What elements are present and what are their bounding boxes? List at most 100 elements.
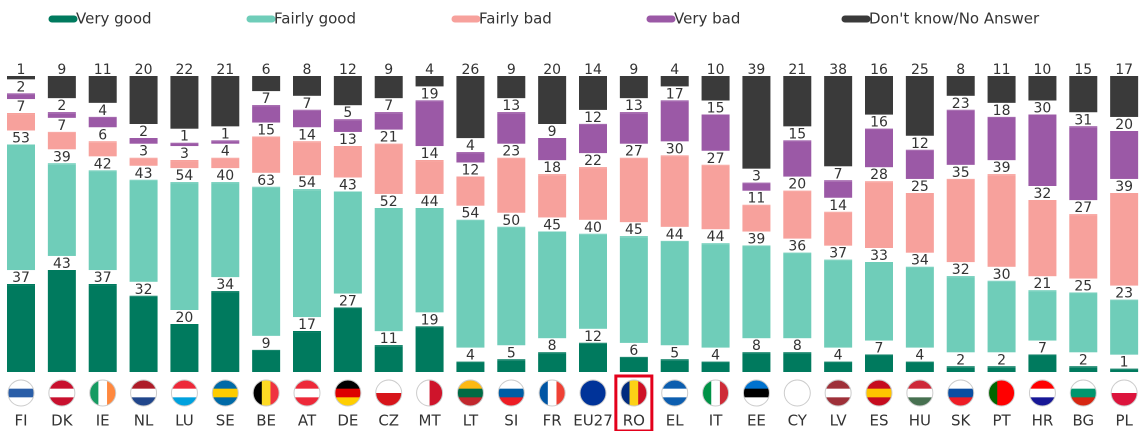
x-tick-label: AT bbox=[298, 412, 317, 430]
flag bbox=[1028, 379, 1056, 407]
bar-segment bbox=[987, 367, 1016, 372]
data-label: 6 bbox=[629, 343, 638, 359]
data-label: 8 bbox=[752, 338, 761, 354]
bar-segment bbox=[497, 113, 526, 144]
data-label: 2 bbox=[1079, 352, 1088, 368]
data-label: 1 bbox=[180, 129, 189, 145]
bar-segment bbox=[783, 253, 812, 339]
flag-border bbox=[130, 379, 158, 407]
x-tick-label: NL bbox=[134, 412, 154, 430]
x-tick-label: IT bbox=[709, 412, 723, 430]
flag bbox=[89, 379, 117, 407]
data-label: 12 bbox=[584, 329, 602, 345]
flag-border bbox=[211, 379, 239, 407]
flag bbox=[538, 379, 566, 407]
flag-stripe bbox=[547, 380, 557, 406]
flag-stripe bbox=[711, 380, 721, 406]
flag bbox=[170, 379, 198, 407]
data-label: 11 bbox=[748, 191, 766, 207]
data-label: 2 bbox=[139, 124, 148, 140]
bar-segment bbox=[742, 205, 771, 232]
flag-stripe bbox=[48, 397, 75, 406]
flag-stripe bbox=[375, 380, 402, 394]
bar-segment bbox=[824, 77, 853, 167]
bar-segment bbox=[7, 145, 35, 271]
flag-stripe bbox=[212, 388, 239, 398]
bar-segment bbox=[619, 158, 648, 223]
bar-segment bbox=[129, 77, 158, 124]
bar-segment bbox=[783, 191, 812, 239]
flag-stripe bbox=[580, 380, 606, 406]
bar-segment bbox=[865, 77, 893, 115]
bar-segment bbox=[1028, 201, 1057, 277]
bar-segment bbox=[170, 325, 199, 372]
data-label: 20 bbox=[543, 62, 561, 78]
data-label: 45 bbox=[625, 222, 643, 238]
flag-border bbox=[865, 379, 893, 407]
bar-segment bbox=[905, 150, 934, 179]
bar-segment bbox=[252, 350, 281, 372]
data-label: 3 bbox=[180, 146, 189, 162]
data-label: 25 bbox=[911, 62, 929, 78]
bar-segment bbox=[415, 77, 444, 87]
flag-stripe bbox=[130, 397, 157, 406]
data-label: 22 bbox=[176, 62, 194, 78]
bar-segment bbox=[129, 180, 158, 282]
x-tick-label: DK bbox=[51, 412, 74, 430]
bar-segment bbox=[783, 77, 812, 127]
flag-stripe bbox=[294, 397, 320, 406]
data-label: 52 bbox=[380, 194, 398, 210]
data-label: 54 bbox=[176, 168, 194, 184]
x-tick-label: CY bbox=[788, 412, 808, 430]
flag bbox=[252, 379, 280, 407]
data-label: 40 bbox=[216, 168, 234, 184]
flag-border bbox=[824, 379, 852, 407]
bar-segment bbox=[47, 164, 76, 256]
data-label: 39 bbox=[748, 62, 766, 78]
data-label: 15 bbox=[1074, 62, 1092, 78]
data-label: 9 bbox=[507, 62, 516, 78]
flag-border bbox=[906, 379, 934, 407]
bar-segment bbox=[701, 362, 730, 372]
bar-segment bbox=[293, 142, 321, 176]
flag-border bbox=[48, 379, 76, 407]
bar-segment bbox=[742, 246, 771, 339]
bar-segment bbox=[1110, 77, 1139, 117]
bar-segment bbox=[701, 244, 730, 348]
data-label: 2 bbox=[956, 352, 965, 368]
data-label: 31 bbox=[1074, 112, 1092, 128]
flag-stripe bbox=[1111, 380, 1138, 394]
data-label: 15 bbox=[707, 101, 725, 117]
flag-border bbox=[375, 379, 403, 407]
flag-stripe bbox=[866, 380, 892, 390]
bar-segment bbox=[783, 141, 812, 177]
flag-stripe bbox=[743, 380, 770, 390]
bar-segment bbox=[824, 181, 853, 198]
data-label: 14 bbox=[421, 146, 439, 162]
flag-stripe bbox=[539, 380, 549, 406]
bar-segment bbox=[660, 241, 689, 346]
data-label: 38 bbox=[829, 62, 847, 78]
bar-segment bbox=[1069, 127, 1098, 201]
data-label: 1 bbox=[221, 126, 230, 142]
data-label: 10 bbox=[1034, 62, 1052, 78]
flag-stripe bbox=[784, 380, 811, 406]
data-label: 27 bbox=[707, 151, 725, 167]
bar-segment bbox=[946, 110, 975, 165]
flag-stripe bbox=[48, 388, 75, 398]
data-label: 12 bbox=[911, 136, 929, 152]
flag-stripe bbox=[171, 388, 198, 398]
flag bbox=[702, 379, 730, 407]
flag-border bbox=[1069, 379, 1097, 407]
flag-stripe bbox=[270, 380, 280, 406]
data-label: 1 bbox=[1120, 355, 1129, 371]
flag-stripe bbox=[866, 397, 892, 406]
flag-stripe bbox=[457, 388, 484, 398]
flag-border bbox=[334, 379, 362, 407]
flag-stripe bbox=[1029, 380, 1056, 390]
data-label: 13 bbox=[625, 98, 643, 114]
data-label: 21 bbox=[380, 130, 398, 146]
bar-segment bbox=[701, 115, 730, 151]
data-label: 20 bbox=[788, 177, 806, 193]
flag-stripe bbox=[261, 380, 271, 406]
